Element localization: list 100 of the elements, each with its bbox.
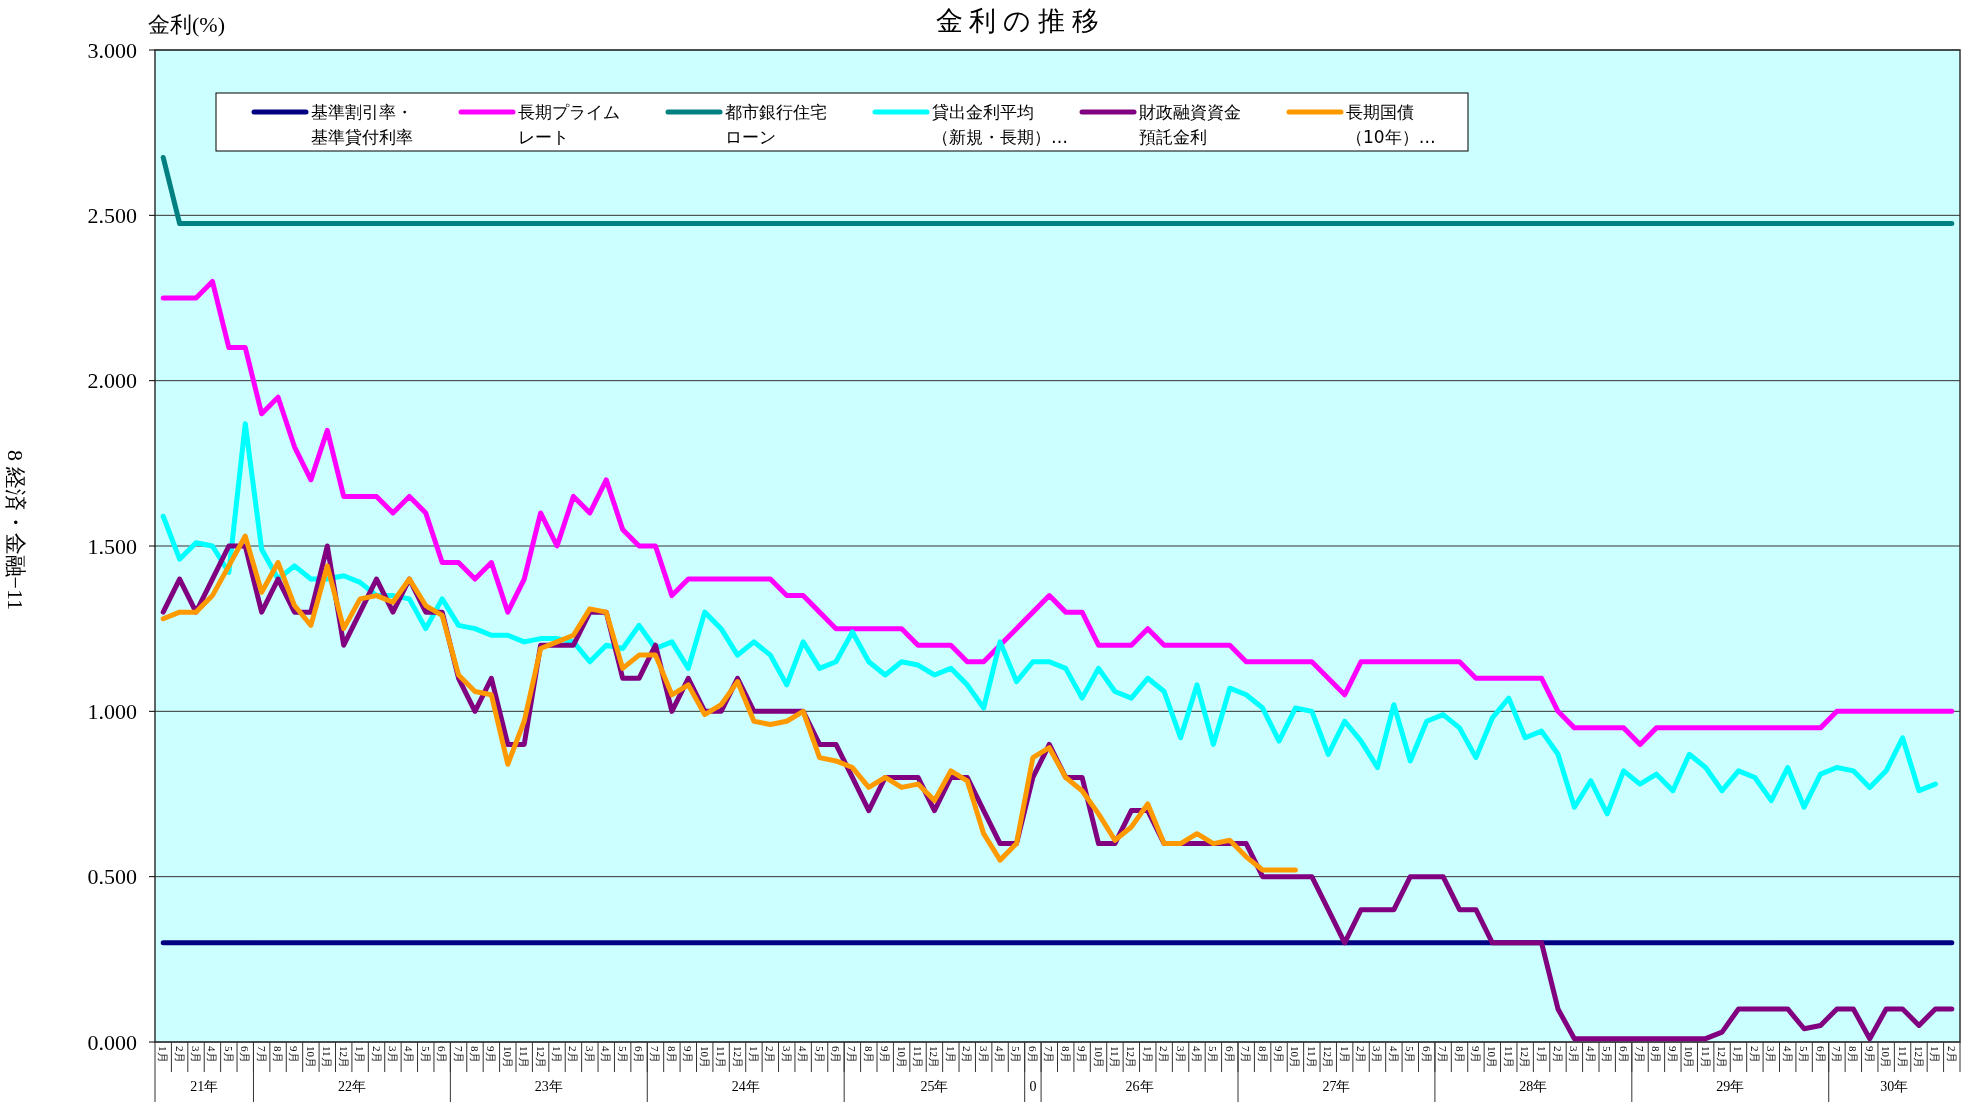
x-tick-label: 2月 bbox=[173, 1046, 186, 1063]
y-tick-label: 0.000 bbox=[87, 1029, 137, 1055]
x-tick-label: 6月 bbox=[829, 1046, 842, 1063]
y-tick-label: 2.000 bbox=[87, 368, 137, 394]
x-tick-label: 3月 bbox=[977, 1046, 990, 1063]
x-tick-label: 3月 bbox=[1371, 1046, 1384, 1063]
y-tick-label: 0.500 bbox=[87, 864, 137, 890]
x-tick-label: 8月 bbox=[272, 1046, 285, 1063]
x-tick-label: 1月 bbox=[944, 1046, 957, 1063]
x-tick-label: 8月 bbox=[1256, 1046, 1269, 1063]
x-tick-label: 1月 bbox=[354, 1046, 367, 1063]
x-tick-label: 11月 bbox=[912, 1046, 925, 1068]
x-tick-label: 10月 bbox=[1092, 1046, 1105, 1068]
legend-label: 財政融資資金預託金利 bbox=[1139, 102, 1241, 147]
y-tick-label: 1.000 bbox=[87, 699, 137, 725]
x-tick-label: 5月 bbox=[616, 1046, 629, 1063]
x-tick-label: 8月 bbox=[1650, 1046, 1663, 1063]
x-tick-label: 1月 bbox=[1141, 1046, 1154, 1063]
x-tick-label: 5月 bbox=[1207, 1046, 1220, 1063]
x-tick-label: 6月 bbox=[1814, 1046, 1827, 1063]
text: 23年 bbox=[534, 1079, 563, 1094]
x-tick-label: 11月 bbox=[1896, 1046, 1909, 1068]
legend-label: 貸出金利平均（新規・長期）… bbox=[932, 102, 1068, 147]
x-tick-label: 6月 bbox=[1223, 1046, 1236, 1063]
x-tick-label: 10月 bbox=[895, 1046, 908, 1068]
x-tick-label: 8月 bbox=[1059, 1046, 1072, 1063]
x-tick-label: 8月 bbox=[665, 1046, 678, 1063]
x-tick-label: 7月 bbox=[1634, 1046, 1647, 1063]
x-tick-label: 4月 bbox=[994, 1046, 1007, 1063]
x-tick-label: 4月 bbox=[206, 1046, 219, 1063]
x-tick-label: 1月 bbox=[1929, 1046, 1942, 1063]
text: 25年 bbox=[920, 1079, 949, 1094]
x-tick-label: 9月 bbox=[1076, 1046, 1089, 1063]
x-tick-label: 5月 bbox=[419, 1046, 432, 1063]
x-tick-label: 6月 bbox=[1617, 1046, 1630, 1063]
x-tick-label: 8月 bbox=[468, 1046, 481, 1063]
x-tick-label: 3月 bbox=[780, 1046, 793, 1063]
x-tick-label: 9月 bbox=[682, 1046, 695, 1063]
x-tick-label: 5月 bbox=[813, 1046, 826, 1063]
x-tick-label: 12月 bbox=[1322, 1046, 1335, 1068]
x-tick-label: 2月 bbox=[961, 1046, 974, 1063]
x-tick-label: 9月 bbox=[879, 1046, 892, 1063]
text: 29年 bbox=[1716, 1079, 1745, 1094]
x-tick-label: 5月 bbox=[1798, 1046, 1811, 1063]
text: 24年 bbox=[731, 1079, 760, 1094]
text: 8 経済・金融−11 bbox=[3, 450, 28, 611]
x-tick-label: 5月 bbox=[222, 1046, 235, 1063]
x-tick-label: 10月 bbox=[1289, 1046, 1302, 1068]
x-tick-label: 9月 bbox=[1666, 1046, 1679, 1063]
x-tick-label: 12月 bbox=[534, 1046, 547, 1068]
x-tick-label: 12月 bbox=[1125, 1046, 1138, 1068]
x-tick-label: 2月 bbox=[1158, 1046, 1171, 1063]
y-tick-label: 3.000 bbox=[87, 37, 137, 63]
x-tick-label: 6月 bbox=[1420, 1046, 1433, 1063]
text: 0 bbox=[1029, 1079, 1037, 1094]
x-tick-label: 9月 bbox=[1863, 1046, 1876, 1063]
x-tick-label: 12月 bbox=[928, 1046, 941, 1068]
x-tick-label: 7月 bbox=[1240, 1046, 1253, 1063]
x-tick-label: 12月 bbox=[731, 1046, 744, 1068]
legend-label: 都市銀行住宅ローン bbox=[725, 102, 827, 147]
x-tick-label: 2月 bbox=[1945, 1046, 1958, 1063]
legend-label: 基準割引率・基準貸付利率 bbox=[311, 102, 413, 147]
x-tick-label: 4月 bbox=[1584, 1046, 1597, 1063]
x-tick-label: 6月 bbox=[239, 1046, 252, 1063]
x-tick-label: 6月 bbox=[436, 1046, 449, 1063]
legend-label: 長期プライムレート bbox=[518, 102, 620, 147]
x-tick-label: 10月 bbox=[1683, 1046, 1696, 1068]
x-tick-label: 1月 bbox=[747, 1046, 760, 1063]
x-tick-label: 8月 bbox=[1453, 1046, 1466, 1063]
text: 27年 bbox=[1322, 1079, 1351, 1094]
x-tick-label: 11月 bbox=[1502, 1046, 1515, 1068]
x-tick-label: 12月 bbox=[1912, 1046, 1925, 1068]
x-tick-label: 11月 bbox=[1305, 1046, 1318, 1068]
x-tick-label: 6月 bbox=[633, 1046, 646, 1063]
x-tick-label: 7月 bbox=[452, 1046, 465, 1063]
x-tick-label: 12月 bbox=[337, 1046, 350, 1068]
x-tick-label: 8月 bbox=[1847, 1046, 1860, 1063]
x-tick-label: 3月 bbox=[190, 1046, 203, 1063]
legend-label: 長期国債（10年）… bbox=[1346, 102, 1436, 147]
x-tick-label: 7月 bbox=[1830, 1046, 1843, 1063]
x-tick-label: 11月 bbox=[1108, 1046, 1121, 1068]
x-tick-label: 7月 bbox=[1437, 1046, 1450, 1063]
text: 21年 bbox=[190, 1079, 219, 1094]
text: 22年 bbox=[337, 1079, 366, 1094]
x-tick-label: 2月 bbox=[567, 1046, 580, 1063]
x-tick-label: 12月 bbox=[1519, 1046, 1532, 1068]
x-tick-label: 11月 bbox=[1699, 1046, 1712, 1068]
y-tick-label: 1.500 bbox=[87, 533, 137, 559]
x-tick-label: 3月 bbox=[1174, 1046, 1187, 1063]
x-tick-label: 1月 bbox=[1732, 1046, 1745, 1063]
x-tick-label: 2月 bbox=[1748, 1046, 1761, 1063]
x-tick-label: 6月 bbox=[1026, 1046, 1039, 1063]
x-tick-label: 4月 bbox=[600, 1046, 613, 1063]
x-tick-label: 3月 bbox=[386, 1046, 399, 1063]
x-tick-label: 7月 bbox=[846, 1046, 859, 1063]
x-tick-label: 1月 bbox=[551, 1046, 564, 1063]
x-tick-label: 11月 bbox=[715, 1046, 728, 1068]
x-tick-label: 5月 bbox=[1601, 1046, 1614, 1063]
x-tick-label: 2月 bbox=[764, 1046, 777, 1063]
x-tick-label: 7月 bbox=[255, 1046, 268, 1063]
